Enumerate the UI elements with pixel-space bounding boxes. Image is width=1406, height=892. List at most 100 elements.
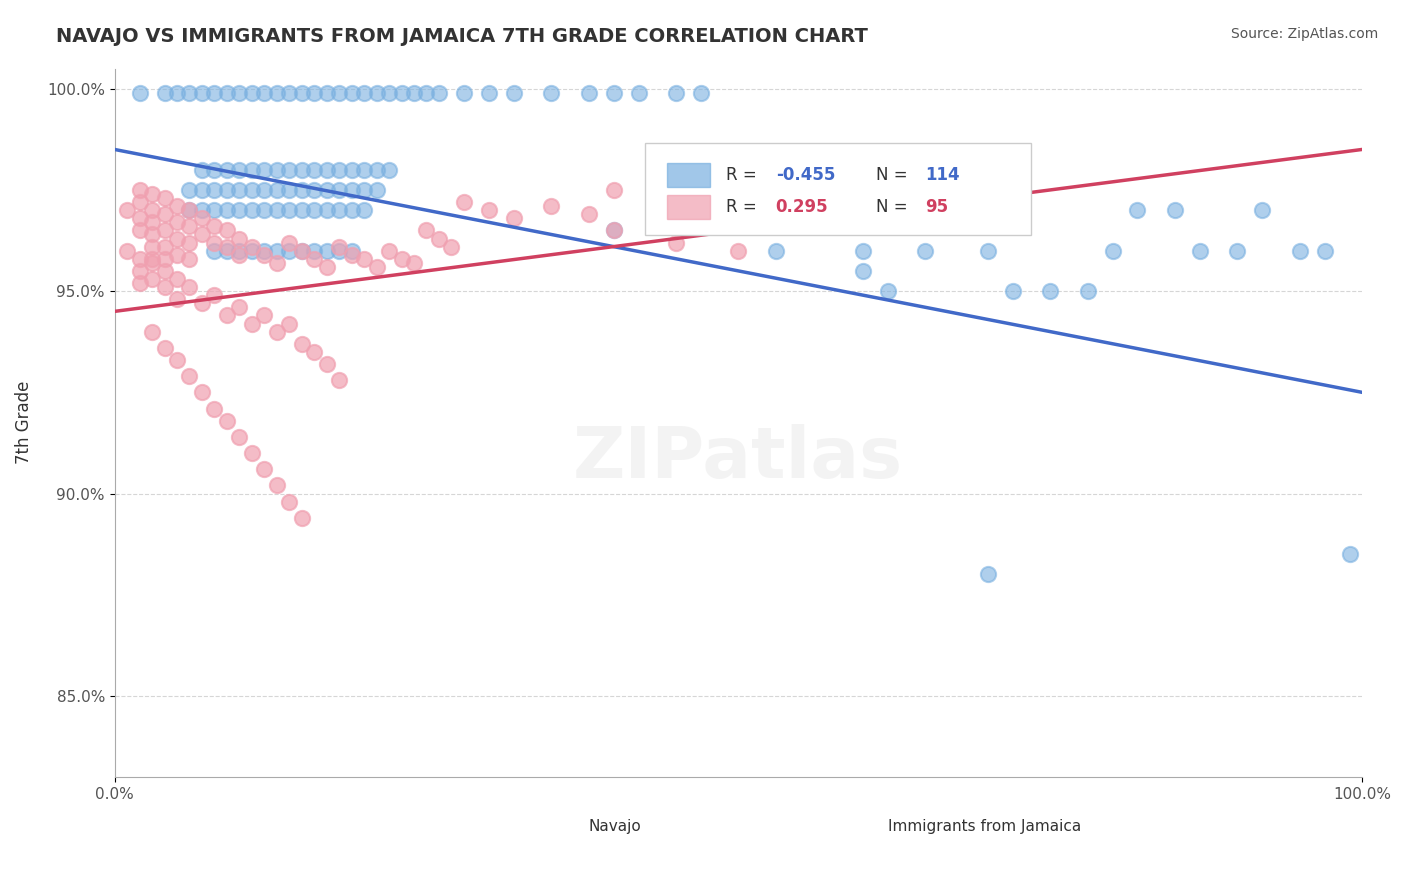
Point <box>340 162 363 177</box>
Point <box>166 231 188 245</box>
Point <box>789 162 811 177</box>
Point <box>179 219 201 234</box>
FancyBboxPatch shape <box>823 814 866 838</box>
Point <box>727 244 749 258</box>
Point <box>440 239 463 253</box>
Point <box>179 369 201 384</box>
Point <box>228 301 250 315</box>
Point <box>689 86 711 100</box>
Point <box>852 264 875 278</box>
Point <box>366 260 388 274</box>
Text: Immigrants from Jamaica: Immigrants from Jamaica <box>889 819 1081 834</box>
Point <box>302 183 325 197</box>
Point <box>128 183 150 197</box>
Point <box>1001 284 1024 298</box>
Point <box>266 183 288 197</box>
Point <box>278 317 301 331</box>
FancyBboxPatch shape <box>668 162 710 186</box>
Point <box>253 86 276 100</box>
Point <box>179 203 201 218</box>
Text: Source: ZipAtlas.com: Source: ZipAtlas.com <box>1230 27 1378 41</box>
Point <box>141 252 163 266</box>
Point <box>302 344 325 359</box>
Point <box>253 309 276 323</box>
Point <box>128 264 150 278</box>
Point <box>266 86 288 100</box>
Point <box>315 86 337 100</box>
Point <box>415 86 437 100</box>
Point <box>141 272 163 286</box>
Point <box>328 244 350 258</box>
Point <box>378 244 401 258</box>
Point <box>202 401 225 416</box>
Point <box>191 162 214 177</box>
Point <box>166 353 188 368</box>
FancyBboxPatch shape <box>668 194 710 219</box>
Point <box>128 276 150 290</box>
Point <box>141 203 163 218</box>
Point <box>827 203 849 218</box>
Point <box>228 86 250 100</box>
Point <box>977 244 1000 258</box>
Text: 0.295: 0.295 <box>776 198 828 216</box>
Point <box>191 203 214 218</box>
Point <box>427 86 450 100</box>
Point <box>266 478 288 492</box>
Text: R =: R = <box>725 198 768 216</box>
Point <box>366 86 388 100</box>
Point <box>278 162 301 177</box>
Point <box>328 203 350 218</box>
Point <box>128 195 150 210</box>
Point <box>202 183 225 197</box>
Point <box>202 86 225 100</box>
Point <box>179 235 201 250</box>
Point <box>166 248 188 262</box>
Point <box>253 248 276 262</box>
Point <box>328 162 350 177</box>
Point <box>340 203 363 218</box>
Point <box>128 252 150 266</box>
Y-axis label: 7th Grade: 7th Grade <box>15 381 32 465</box>
Point <box>765 244 787 258</box>
Point <box>202 219 225 234</box>
Point <box>153 207 176 221</box>
Point <box>240 162 263 177</box>
Point <box>215 223 238 237</box>
Point <box>478 203 501 218</box>
Point <box>191 183 214 197</box>
Point <box>141 325 163 339</box>
Point <box>128 211 150 226</box>
Point <box>215 414 238 428</box>
Point <box>340 86 363 100</box>
Point <box>215 239 238 253</box>
Text: Navajo: Navajo <box>589 819 641 834</box>
Point <box>852 244 875 258</box>
Point <box>353 203 375 218</box>
Point <box>1126 203 1149 218</box>
Point <box>540 199 562 213</box>
Point <box>253 462 276 476</box>
Point <box>240 203 263 218</box>
Point <box>353 86 375 100</box>
Point <box>602 86 624 100</box>
Point <box>228 203 250 218</box>
Point <box>478 86 501 100</box>
Point <box>378 86 401 100</box>
Point <box>340 244 363 258</box>
Point <box>278 494 301 508</box>
Point <box>191 211 214 226</box>
Point <box>291 510 314 524</box>
Point <box>166 292 188 306</box>
Point <box>278 203 301 218</box>
Point <box>202 288 225 302</box>
Point <box>415 223 437 237</box>
Point <box>278 86 301 100</box>
Point <box>502 211 524 226</box>
Point <box>1226 244 1249 258</box>
Point <box>179 86 201 100</box>
Point <box>453 86 475 100</box>
Point <box>240 239 263 253</box>
Point <box>153 223 176 237</box>
Point <box>391 86 413 100</box>
Point <box>228 162 250 177</box>
